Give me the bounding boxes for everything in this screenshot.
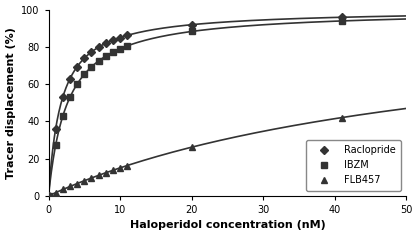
X-axis label: Haloperidol concentration (nM): Haloperidol concentration (nM) (130, 220, 325, 230)
Raclopride (60, 96, 65, 98)
IBZM (67, 96, 72, 99)
FLB457 (117, 166, 122, 169)
Raclopride (339, 16, 344, 19)
FLB457 (60, 188, 65, 191)
FLB457 (46, 194, 51, 197)
IBZM (89, 65, 94, 68)
Raclopride (125, 34, 130, 37)
IBZM (339, 20, 344, 22)
IBZM (117, 47, 122, 50)
FLB457 (96, 174, 101, 177)
Legend: Raclopride, IBZM, FLB457: Raclopride, IBZM, FLB457 (306, 140, 401, 191)
IBZM (60, 115, 65, 118)
FLB457 (339, 116, 344, 119)
Raclopride (96, 46, 101, 49)
FLB457 (110, 169, 115, 172)
IBZM (82, 73, 87, 76)
IBZM (96, 59, 101, 62)
FLB457 (75, 182, 80, 185)
Raclopride (82, 57, 87, 60)
FLB457 (53, 191, 58, 194)
FLB457 (189, 146, 194, 149)
IBZM (189, 30, 194, 33)
Raclopride (67, 77, 72, 80)
Raclopride (103, 42, 108, 45)
IBZM (75, 83, 80, 85)
Raclopride (110, 39, 115, 42)
FLB457 (67, 185, 72, 188)
IBZM (46, 194, 51, 197)
Raclopride (46, 194, 51, 197)
FLB457 (125, 164, 130, 167)
Raclopride (75, 65, 80, 68)
Y-axis label: Tracer displacement (%): Tracer displacement (%) (5, 27, 15, 179)
Raclopride (117, 36, 122, 39)
Raclopride (89, 51, 94, 53)
Line: Raclopride: Raclopride (46, 14, 344, 199)
FLB457 (82, 179, 87, 182)
Line: IBZM: IBZM (46, 18, 344, 199)
FLB457 (103, 171, 108, 174)
Raclopride (53, 127, 58, 130)
IBZM (103, 55, 108, 58)
IBZM (53, 144, 58, 147)
FLB457 (89, 177, 94, 179)
Line: FLB457: FLB457 (46, 115, 344, 199)
IBZM (110, 51, 115, 54)
Raclopride (189, 23, 194, 26)
IBZM (125, 45, 130, 47)
